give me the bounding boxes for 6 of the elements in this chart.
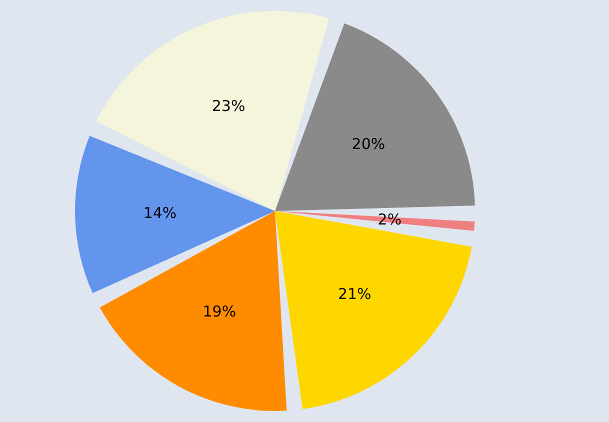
data-label: 2% — [378, 210, 402, 229]
data-label: 23% — [212, 96, 246, 115]
data-label: 20% — [352, 134, 386, 153]
data-label: 21% — [338, 284, 372, 303]
data-label: 19% — [202, 302, 236, 321]
data-label: 14% — [143, 204, 177, 222]
